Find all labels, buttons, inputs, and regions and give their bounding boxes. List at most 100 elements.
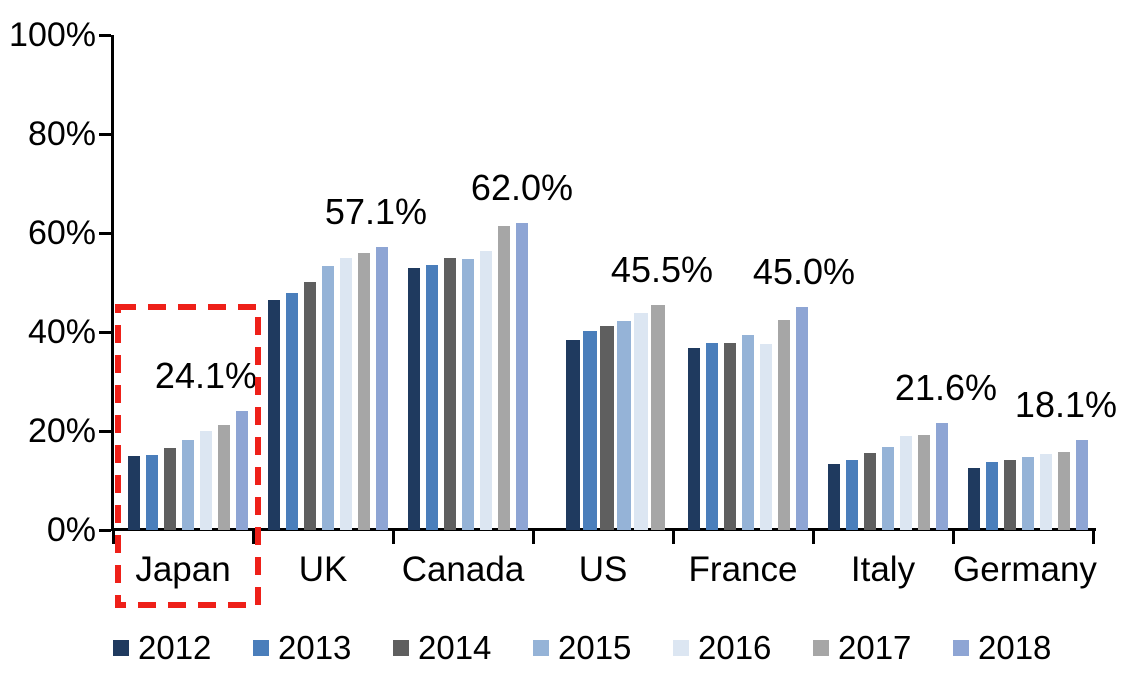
legend-item-2018: 2018 — [953, 629, 1093, 667]
category-label-us: US — [578, 550, 628, 589]
x-axis-tick — [672, 530, 675, 544]
bar-uk-2013 — [286, 293, 298, 530]
bar-uk-2016 — [340, 258, 352, 530]
y-axis-tick — [99, 34, 111, 37]
data-label-canada: 62.0% — [470, 167, 573, 208]
bar-japan-2014 — [164, 448, 176, 530]
x-axis-tick — [952, 530, 955, 544]
category-label-germany: Germany — [953, 550, 1097, 589]
bar-japan-2012 — [128, 456, 140, 530]
legend-label-2017: 2017 — [838, 629, 912, 666]
data-label-france: 45.0% — [752, 251, 855, 292]
legend-label-2016: 2016 — [698, 629, 772, 666]
bar-group-uk: 57.1% — [253, 35, 427, 530]
data-label-us: 45.5% — [610, 249, 713, 290]
bar-us-2013 — [583, 331, 597, 530]
y-axis-label: 20% — [27, 412, 96, 450]
y-axis-tick — [99, 232, 111, 235]
category-label-japan: Japan — [135, 550, 231, 589]
y-axis-line — [111, 35, 114, 531]
bar-france-2018 — [796, 307, 808, 530]
x-axis-tick — [112, 530, 115, 544]
bar-italy-2012 — [828, 464, 840, 530]
legend-swatch-2014 — [393, 640, 409, 656]
bar-germany-2017 — [1058, 452, 1070, 530]
bar-italy-2014 — [864, 453, 876, 530]
legend-swatch-2016 — [673, 640, 689, 656]
y-axis-tick — [99, 529, 111, 532]
bar-us-2017 — [651, 305, 665, 530]
bar-uk-2012 — [268, 300, 280, 530]
bar-canada-2018 — [516, 223, 528, 530]
y-axis-label: 100% — [9, 16, 96, 54]
bar-canada-2014 — [444, 258, 456, 530]
y-axis-label: 40% — [27, 313, 96, 351]
bar-uk-2015 — [322, 266, 334, 530]
bar-group-japan: 24.1% — [113, 35, 257, 530]
bar-group-france: 45.0% — [673, 35, 855, 530]
legend-label-2014: 2014 — [418, 629, 492, 666]
bar-uk-2017 — [358, 253, 370, 530]
bar-italy-2017 — [918, 435, 930, 530]
bar-group-canada: 62.0% — [393, 35, 573, 530]
x-axis-tick — [1092, 530, 1095, 544]
x-axis-tick — [252, 530, 255, 544]
bar-canada-2017 — [498, 226, 510, 530]
legend-swatch-2018 — [953, 640, 969, 656]
legend-item-2016: 2016 — [673, 629, 813, 667]
bar-france-2015 — [742, 335, 754, 530]
data-label-japan: 24.1% — [154, 355, 257, 396]
bar-japan-2017 — [218, 425, 230, 530]
y-axis-label: 0% — [46, 511, 96, 549]
y-axis-label: 80% — [27, 115, 96, 153]
bar-us-2016 — [634, 313, 648, 530]
bar-japan-2015 — [182, 440, 194, 530]
legend-label-2018: 2018 — [978, 629, 1052, 666]
category-label-canada: Canada — [401, 550, 525, 589]
legend: 2012 2013 2014 2015 2016 2017 2018 — [113, 629, 1093, 667]
bar-us-2012 — [566, 340, 580, 530]
bar-germany-2013 — [986, 462, 998, 530]
bar-france-2014 — [724, 343, 736, 530]
bar-france-2012 — [688, 348, 700, 530]
y-axis-tick — [99, 133, 111, 136]
bar-canada-2016 — [480, 251, 492, 530]
bar-japan-2013 — [146, 455, 158, 530]
category-label-france: France — [688, 550, 798, 589]
bar-germany-2014 — [1004, 460, 1016, 530]
legend-swatch-2013 — [253, 640, 269, 656]
bar-france-2017 — [778, 320, 790, 530]
bar-uk-2018 — [376, 247, 388, 530]
bar-group-us: 45.5% — [533, 35, 713, 530]
bar-italy-2013 — [846, 460, 858, 530]
bar-canada-2015 — [462, 259, 474, 530]
bar-germany-2015 — [1022, 457, 1034, 530]
bar-germany-2016 — [1040, 454, 1052, 530]
bar-italy-2016 — [900, 436, 912, 530]
bar-germany-2018 — [1076, 440, 1088, 530]
bar-italy-2015 — [882, 447, 894, 530]
bar-italy-2018 — [936, 423, 948, 530]
category-label-italy: Italy — [850, 550, 916, 589]
bar-canada-2012 — [408, 268, 420, 530]
legend-label-2013: 2013 — [278, 629, 352, 666]
legend-swatch-2017 — [813, 640, 829, 656]
bar-uk-2014 — [304, 282, 316, 530]
x-axis-tick — [812, 530, 815, 544]
bar-group-italy: 21.6% — [813, 35, 997, 530]
bar-us-2015 — [617, 321, 631, 530]
legend-swatch-2015 — [533, 640, 549, 656]
legend-label-2015: 2015 — [558, 629, 632, 666]
legend-item-2013: 2013 — [253, 629, 393, 667]
bar-japan-2016 — [200, 431, 212, 530]
bar-us-2014 — [600, 326, 614, 530]
y-axis-tick — [99, 331, 111, 334]
y-axis-label: 60% — [27, 214, 96, 252]
bar-germany-2012 — [968, 468, 980, 530]
bar-france-2016 — [760, 344, 772, 530]
x-axis-tick — [392, 530, 395, 544]
legend-item-2012: 2012 — [113, 629, 253, 667]
bar-japan-2018 — [236, 411, 248, 530]
legend-label-2012: 2012 — [138, 629, 212, 666]
